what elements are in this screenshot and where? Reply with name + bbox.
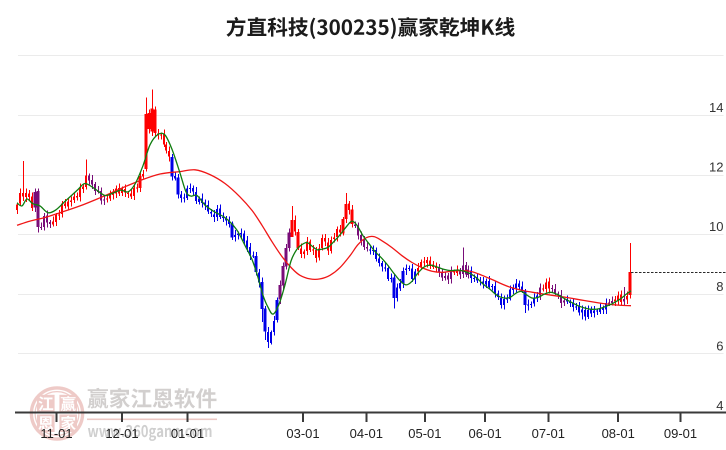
svg-text:10: 10	[709, 219, 723, 234]
svg-text:04-01: 04-01	[350, 426, 383, 441]
svg-text:8: 8	[716, 279, 723, 294]
svg-text:09-01: 09-01	[664, 426, 697, 441]
svg-text:14: 14	[709, 100, 723, 115]
svg-text:06-01: 06-01	[468, 426, 501, 441]
svg-text:4: 4	[716, 398, 723, 413]
svg-text:12: 12	[709, 160, 723, 175]
svg-text:03-01: 03-01	[286, 426, 319, 441]
svg-text:6: 6	[716, 338, 723, 353]
svg-text:08-01: 08-01	[602, 426, 635, 441]
svg-text:12-01: 12-01	[105, 426, 138, 441]
svg-text:11-01: 11-01	[40, 426, 72, 441]
svg-text:07-01: 07-01	[532, 426, 565, 441]
svg-text:05-01: 05-01	[408, 426, 441, 441]
svg-text:01-01: 01-01	[171, 426, 204, 441]
